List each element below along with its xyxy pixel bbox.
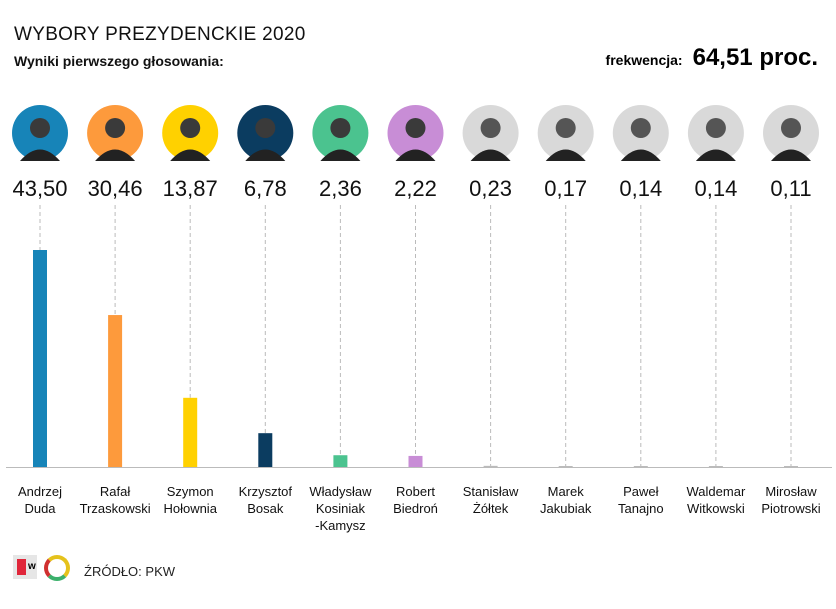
bar [33,250,47,467]
candidate-head [255,118,276,138]
category-label: Paweł [623,484,659,499]
source-note: ŹRÓDŁO: PKW [84,564,176,579]
candidate-shoulders [395,149,436,161]
candidate-shoulders [20,149,60,161]
candidate-shoulders [245,149,286,161]
category-label: Witkowski [687,501,745,516]
category-label: -Kamysz [315,518,366,533]
category-label: Robert [396,484,435,499]
candidate-shoulders [95,149,136,161]
value-label: 0,23 [469,176,512,201]
candidate-head [705,118,726,138]
bar [483,465,498,467]
candidate-head [105,118,126,138]
turnout-label: frekwencja: [605,52,683,68]
chart-title: WYBORY PREZYDENCKIE 2020 [14,24,306,45]
candidate-shoulders [545,149,586,161]
value-label: 2,36 [319,176,362,201]
bar [784,466,798,467]
candidate-shoulders [170,149,211,161]
candidate-head [180,118,201,138]
q-logo [44,555,70,581]
value-label: 30,46 [88,176,143,201]
category-label: Mirosław [765,484,817,499]
category-label: Władysław [309,484,372,499]
category-label: Bosak [247,501,284,516]
category-label: Jakubiak [540,501,592,516]
bar [258,433,273,467]
bar [333,455,348,467]
bar [108,315,123,467]
value-label: 43,50 [12,176,67,201]
bar [183,397,198,467]
chart-subtitle: Wyniki pierwszego głosowania: [14,53,224,69]
candidate-head [630,118,651,138]
candidate-shoulders [771,149,811,161]
candidate-head [555,118,576,138]
category-label: Andrzej [18,484,62,499]
category-label: Hołownia [163,501,217,516]
wp-logo: w [13,555,37,579]
bar [558,466,573,467]
category-label: Rafał [100,484,130,499]
candidate-shoulders [470,149,511,161]
value-label: 0,14 [694,176,737,201]
category-label: Biedroń [393,501,438,516]
candidate-shoulders [320,149,361,161]
category-label: Duda [24,501,56,516]
turnout-value: 64,51 proc. [692,44,818,71]
value-label: 13,87 [163,176,218,201]
value-label: 0,17 [544,176,587,201]
bar [633,466,648,467]
category-label: Szymon [167,484,214,499]
turnout: frekwencja: 64,51 proc. [606,44,818,72]
value-label: 0,11 [770,176,811,201]
category-label: Żółtek [473,501,509,516]
candidate-shoulders [620,149,661,161]
bar [708,466,723,467]
candidate-head [330,118,351,138]
candidate-head [405,118,426,138]
category-label: Piotrowski [761,501,820,516]
category-label: Kosiniak [316,501,366,516]
candidate-head [781,118,801,138]
category-label: Trzaskowski [80,501,151,516]
bar [408,455,423,467]
candidate-shoulders [695,149,736,161]
category-label: Tanajno [618,501,664,516]
category-label: Waldemar [687,484,746,499]
value-label: 2,22 [394,176,437,201]
category-label: Krzysztof [239,484,293,499]
category-label: Marek [548,484,585,499]
candidate-head [30,118,50,138]
value-label: 6,78 [244,176,287,201]
value-label: 0,14 [619,176,662,201]
category-label: Stanisław [463,484,519,499]
candidate-head [480,118,501,138]
